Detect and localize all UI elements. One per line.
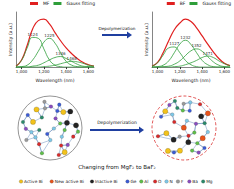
svg-text:1,000: 1,000: [16, 69, 28, 74]
svg-text:Depolymerization: Depolymerization: [99, 26, 136, 31]
svg-text:New active Bi: New active Bi: [55, 179, 84, 184]
svg-text:1124: 1124: [28, 32, 39, 37]
svg-text:1,600: 1,600: [219, 69, 231, 74]
svg-text:1127: 1127: [169, 41, 180, 46]
svg-text:MF: MF: [43, 1, 50, 6]
svg-text:Depolymerization: Depolymerization: [97, 120, 137, 125]
svg-text:1346: 1346: [55, 51, 66, 56]
svg-text:F: F: [181, 179, 184, 184]
svg-text:Gauss fitting: Gauss fitting: [202, 1, 231, 6]
svg-text:Ba: Ba: [192, 179, 198, 184]
svg-text:Intensity (a.u.): Intensity (a.u.): [8, 23, 13, 56]
svg-text:Mg: Mg: [206, 179, 213, 184]
svg-text:Gauss fitting: Gauss fitting: [66, 1, 95, 6]
svg-text:Wavelength (nm): Wavelength (nm): [172, 78, 211, 83]
svg-text:1,000: 1,000: [152, 69, 164, 74]
svg-text:Active Bi: Active Bi: [24, 179, 43, 184]
svg-text:1225: 1225: [44, 33, 55, 38]
svg-text:Wavelength (nm): Wavelength (nm): [36, 78, 75, 83]
svg-text:1,400: 1,400: [60, 69, 72, 74]
svg-text:1468: 1468: [67, 56, 78, 61]
svg-text:Al: Al: [144, 179, 148, 184]
svg-text:BF: BF: [180, 1, 186, 6]
svg-text:1471: 1471: [203, 51, 214, 56]
svg-text:1,200: 1,200: [38, 69, 50, 74]
svg-text:Inactive Bi: Inactive Bi: [95, 179, 118, 184]
svg-text:1352: 1352: [191, 43, 202, 48]
svg-text:O: O: [158, 179, 162, 184]
svg-text:N: N: [170, 179, 173, 184]
svg-text:Ge: Ge: [130, 179, 136, 184]
svg-text:Changing from MgF₂ to BaF₂: Changing from MgF₂ to BaF₂: [78, 164, 156, 171]
svg-text:1,400: 1,400: [196, 69, 208, 74]
svg-text:Intensity (a.u.): Intensity (a.u.): [144, 23, 149, 56]
svg-text:1,200: 1,200: [174, 69, 186, 74]
svg-text:1232: 1232: [180, 35, 191, 40]
svg-text:1,600: 1,600: [83, 69, 95, 74]
